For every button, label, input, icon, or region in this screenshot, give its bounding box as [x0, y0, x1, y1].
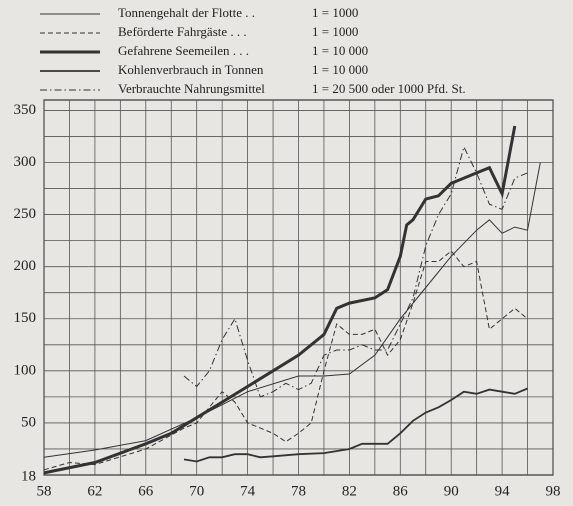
legend-label: Kohlenverbrauch in Tonnen — [118, 62, 264, 77]
x-tick-label: 58 — [37, 483, 52, 499]
legend-label: Tonnengehalt der Flotte . . — [118, 5, 255, 20]
x-prefix: 18 — [21, 468, 36, 484]
y-tick-label: 350 — [14, 102, 37, 118]
legend-label: Beförderte Fahrgäste . . . — [118, 24, 247, 39]
legend-label: Verbrauchte Nahrungsmittel — [118, 81, 265, 96]
x-tick-label: 82 — [342, 483, 357, 499]
series-line — [183, 387, 528, 463]
series-line — [43, 162, 541, 458]
y-tick-label: 200 — [14, 258, 37, 274]
series-line — [183, 145, 528, 398]
x-tick-label: 62 — [87, 483, 102, 499]
y-tick-label: 250 — [14, 206, 37, 222]
legend-scale: 1 = 1000 — [312, 24, 358, 39]
x-tick-label: 74 — [240, 483, 256, 499]
legend-scale: 1 = 10 000 — [312, 43, 368, 58]
y-tick-label: 300 — [14, 154, 37, 170]
x-tick-label: 90 — [444, 483, 459, 499]
legend-label: Gefahrene Seemeilen . . . — [118, 43, 249, 58]
legend-scale: 1 = 20 500 oder 1000 Pfd. St. — [312, 81, 466, 96]
x-tick-label: 94 — [495, 483, 511, 499]
x-tick-label: 98 — [546, 483, 561, 499]
y-tick-label: 150 — [14, 310, 37, 326]
x-tick-label: 70 — [189, 483, 204, 499]
x-tick-label: 66 — [138, 483, 154, 499]
series-line — [43, 250, 528, 471]
legend-scale: 1 = 1000 — [312, 5, 358, 20]
y-tick-label: 50 — [21, 414, 36, 430]
y-tick-label: 100 — [14, 362, 37, 378]
series-line — [43, 125, 517, 475]
legend-scale: 1 = 10 000 — [312, 62, 368, 77]
x-tick-label: 78 — [291, 483, 306, 499]
x-tick-label: 86 — [393, 483, 409, 499]
